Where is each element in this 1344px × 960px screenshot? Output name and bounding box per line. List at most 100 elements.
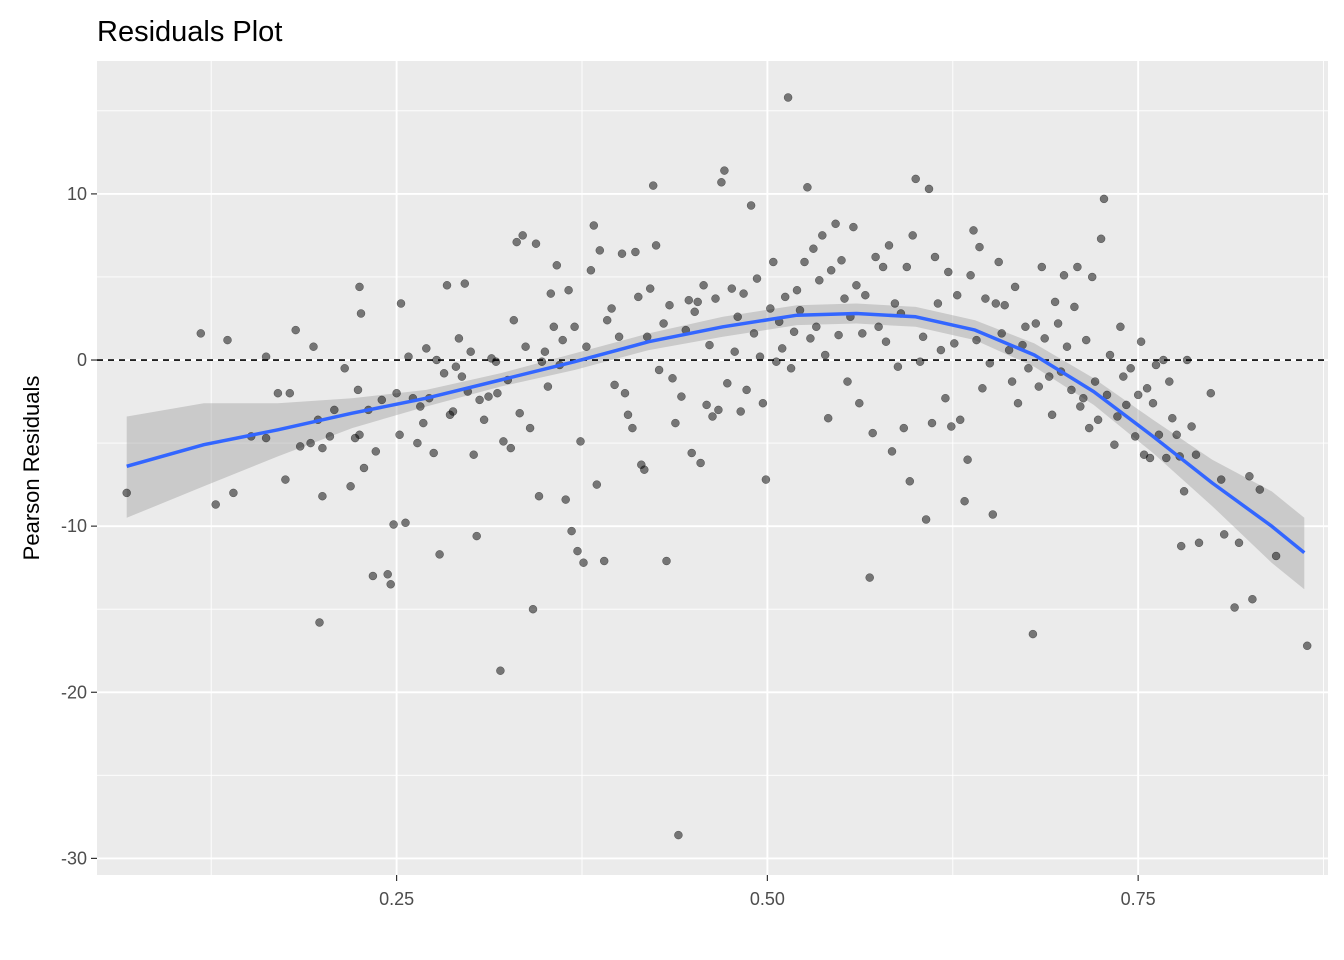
data-point xyxy=(717,178,726,187)
data-point xyxy=(561,495,570,504)
data-point xyxy=(1024,364,1033,373)
data-point xyxy=(1076,402,1085,411)
data-point xyxy=(295,442,305,451)
data-point xyxy=(499,437,508,446)
data-point xyxy=(595,246,605,255)
data-point xyxy=(1271,551,1281,561)
data-point xyxy=(818,231,827,240)
data-point xyxy=(654,365,664,375)
data-point xyxy=(730,347,739,356)
data-point xyxy=(823,413,833,423)
data-point xyxy=(1302,641,1312,651)
data-point xyxy=(493,388,502,398)
data-point xyxy=(1122,400,1131,410)
data-point xyxy=(720,166,729,175)
data-point xyxy=(843,377,852,386)
data-point xyxy=(752,274,762,283)
data-point xyxy=(451,362,461,371)
data-point xyxy=(383,570,392,579)
data-point xyxy=(1010,282,1020,292)
data-point xyxy=(795,305,805,315)
data-point xyxy=(419,418,428,428)
data-point xyxy=(978,384,987,393)
data-point xyxy=(552,261,562,270)
data-point xyxy=(404,352,413,361)
data-point xyxy=(705,340,714,350)
data-point xyxy=(1021,322,1030,332)
data-point xyxy=(1007,377,1017,386)
data-point xyxy=(645,284,655,293)
data-point xyxy=(281,475,290,484)
data-point xyxy=(806,334,815,343)
data-point xyxy=(1255,485,1265,494)
data-point xyxy=(642,332,652,342)
data-point xyxy=(834,330,843,340)
data-point xyxy=(1084,423,1094,433)
data-point xyxy=(1194,538,1204,548)
data-point xyxy=(355,430,364,440)
data-point xyxy=(837,256,846,265)
data-point xyxy=(947,422,956,431)
data-point xyxy=(416,402,425,411)
data-point xyxy=(849,222,858,232)
data-point xyxy=(602,315,612,325)
x-tick-label: 0.75 xyxy=(1121,889,1156,909)
data-point xyxy=(610,380,619,390)
data-point xyxy=(708,412,717,421)
data-point xyxy=(659,319,668,328)
data-point xyxy=(1000,300,1009,310)
y-tick-label: -10 xyxy=(61,516,87,536)
data-point xyxy=(340,364,349,373)
data-point xyxy=(356,309,366,318)
data-point xyxy=(733,312,742,322)
data-point xyxy=(496,666,505,675)
data-point xyxy=(815,276,824,285)
data-point xyxy=(687,448,696,458)
data-point xyxy=(1126,364,1135,373)
data-point xyxy=(1079,393,1088,403)
data-point xyxy=(933,299,943,308)
data-point xyxy=(1145,453,1155,463)
data-point xyxy=(460,279,470,288)
data-point xyxy=(1031,319,1041,328)
data-point xyxy=(1245,472,1254,481)
data-point xyxy=(466,347,475,356)
data-point xyxy=(855,398,864,408)
data-point xyxy=(472,531,481,541)
data-point xyxy=(699,281,708,290)
data-point xyxy=(330,405,339,415)
data-point xyxy=(985,359,995,368)
data-point xyxy=(865,573,874,582)
data-point xyxy=(1028,629,1038,639)
data-point xyxy=(1053,319,1063,328)
data-point xyxy=(915,357,925,366)
data-point xyxy=(1110,440,1119,449)
data-point xyxy=(457,372,467,381)
data-point xyxy=(1168,413,1177,423)
data-point xyxy=(893,362,903,371)
data-point xyxy=(1081,335,1091,345)
data-point xyxy=(690,307,699,317)
data-point xyxy=(543,382,553,391)
data-point xyxy=(570,322,579,332)
data-point xyxy=(950,339,959,348)
y-axis-title: Pearson Residuals xyxy=(19,376,44,561)
data-point xyxy=(1099,194,1109,204)
data-point xyxy=(826,266,836,275)
data-point xyxy=(772,357,781,366)
y-tick-label: 10 xyxy=(67,184,87,204)
data-point xyxy=(1059,271,1069,280)
data-point xyxy=(1093,415,1103,425)
data-point xyxy=(981,294,990,303)
data-point xyxy=(540,347,550,356)
data-point xyxy=(727,284,737,293)
data-point xyxy=(755,352,765,361)
data-point xyxy=(858,329,867,338)
data-point xyxy=(930,252,940,262)
data-point xyxy=(648,181,658,190)
y-tick-label: 0 xyxy=(77,350,87,370)
data-point xyxy=(537,357,547,366)
data-point xyxy=(549,322,559,332)
data-point xyxy=(1234,538,1244,548)
data-point xyxy=(714,405,723,415)
